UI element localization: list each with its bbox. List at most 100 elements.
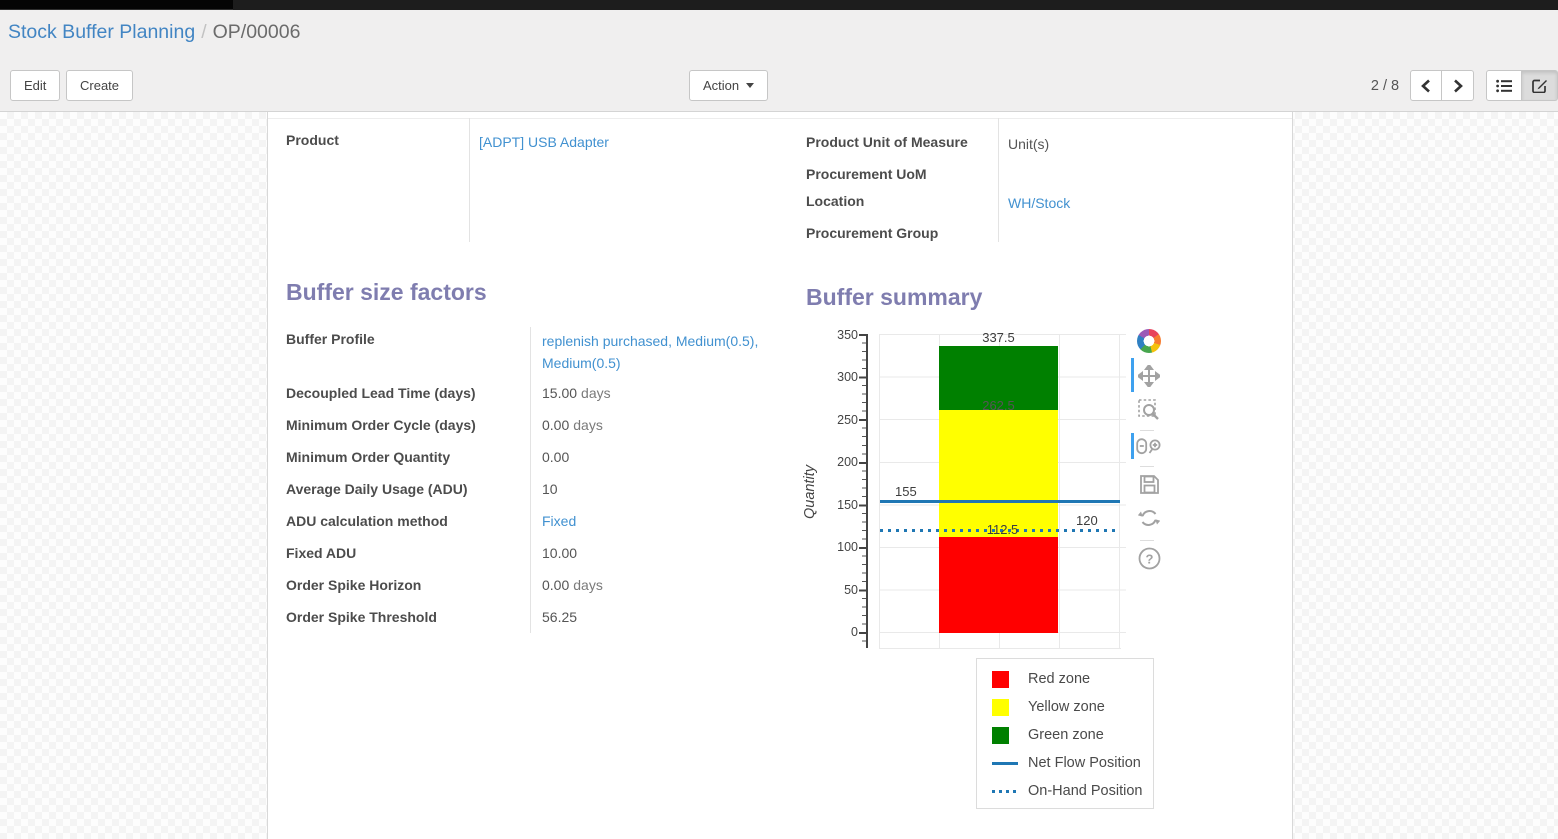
y-tick-label: 150 bbox=[826, 498, 858, 512]
yellow-swatch bbox=[992, 699, 1009, 716]
order-spike-horizon-value: 0.00 bbox=[542, 577, 569, 593]
reset-axes-icon[interactable] bbox=[1136, 506, 1162, 530]
pager-buttons bbox=[1410, 70, 1474, 101]
zoom-in-out-icon[interactable] bbox=[1136, 436, 1162, 460]
yellow-top-value-label: 262.5 bbox=[939, 398, 1058, 413]
breadcrumb-current: OP/00006 bbox=[213, 21, 301, 43]
caret-down-icon bbox=[746, 83, 754, 88]
red-swatch bbox=[992, 671, 1009, 688]
legend-label: Red zone bbox=[1028, 671, 1090, 687]
yellow-zone-bar[interactable] bbox=[939, 410, 1058, 537]
table-row: Order Spike Horizon 0.00days bbox=[286, 577, 788, 593]
legend-label: On-Hand Position bbox=[1028, 783, 1142, 799]
modebar-separator bbox=[1140, 466, 1154, 467]
y-tick-label: 300 bbox=[826, 370, 858, 384]
y-tick-label: 0 bbox=[826, 625, 858, 639]
view-switcher bbox=[1486, 70, 1558, 101]
plotly-logo-icon[interactable] bbox=[1137, 329, 1161, 353]
app-window: Stock Buffer Planning/OP/00006 Edit Crea… bbox=[0, 0, 1558, 839]
breadcrumb: Stock Buffer Planning/OP/00006 bbox=[8, 21, 300, 44]
buffer-size-factors-title: Buffer size factors bbox=[286, 279, 487, 306]
buffer-profile-link[interactable]: replenish purchased, Medium(0.5), Medium… bbox=[542, 331, 788, 374]
top-navbar bbox=[0, 0, 1558, 10]
legend-label: Net Flow Position bbox=[1028, 755, 1141, 771]
legend-item-net-flow[interactable]: Net Flow Position bbox=[977, 749, 1153, 777]
product-link[interactable]: [ADPT] USB Adapter bbox=[479, 134, 609, 150]
decoupled-lead-time-value: 15.00 bbox=[542, 385, 577, 401]
legend-label: Yellow zone bbox=[1028, 699, 1105, 715]
net-flow-value-label: 155 bbox=[895, 484, 917, 499]
days-unit: days bbox=[569, 577, 603, 593]
red-top-value-label: 112.5 bbox=[943, 522, 1062, 537]
days-unit: days bbox=[569, 417, 603, 433]
edit-button[interactable]: Edit bbox=[10, 70, 60, 101]
box-zoom-icon[interactable] bbox=[1136, 398, 1162, 422]
adu-label: Average Daily Usage (ADU) bbox=[286, 481, 530, 497]
form-sheet: Product [ADPT] USB Adapter Product Unit … bbox=[267, 112, 1293, 839]
pan-icon[interactable] bbox=[1136, 364, 1162, 388]
red-zone-bar[interactable] bbox=[939, 537, 1058, 633]
list-view-button[interactable] bbox=[1486, 70, 1522, 101]
y-tick-label: 250 bbox=[826, 413, 858, 427]
min-order-cycle-value: 0.00 bbox=[542, 417, 569, 433]
legend-item-on-hand[interactable]: On-Hand Position bbox=[977, 777, 1153, 805]
legend-item-green-zone[interactable]: Green zone bbox=[977, 721, 1153, 749]
sheet-top-divider bbox=[268, 118, 1292, 119]
fixed-adu-value: 10.00 bbox=[542, 545, 577, 561]
chevron-left-icon bbox=[1420, 79, 1432, 93]
action-dropdown-button[interactable]: Action bbox=[689, 70, 768, 101]
decoupled-lead-time-label: Decoupled Lead Time (days) bbox=[286, 385, 530, 401]
product-uom-value: Unit(s) bbox=[1008, 136, 1049, 152]
table-row: Minimum Order Quantity 0.00 bbox=[286, 449, 788, 465]
y-tick-label: 100 bbox=[826, 540, 858, 554]
pager-previous-button[interactable] bbox=[1410, 70, 1442, 101]
modebar-active-indicator bbox=[1131, 358, 1134, 392]
on-hand-value-label: 120 bbox=[1076, 513, 1098, 528]
form-view-button[interactable] bbox=[1522, 70, 1558, 101]
product-uom-label: Product Unit of Measure bbox=[806, 134, 968, 150]
breadcrumb-parent-link[interactable]: Stock Buffer Planning bbox=[8, 21, 195, 43]
modebar-separator bbox=[1140, 540, 1154, 541]
top-navbar-tab bbox=[0, 0, 233, 10]
legend-item-red-zone[interactable]: Red zone bbox=[977, 665, 1153, 693]
svg-text:?: ? bbox=[1145, 551, 1153, 566]
modebar-active-indicator bbox=[1131, 433, 1134, 459]
y-axis-major-ticks bbox=[859, 334, 866, 635]
procurement-group-label: Procurement Group bbox=[806, 225, 938, 241]
table-row: Buffer Profile replenish purchased, Medi… bbox=[286, 331, 788, 374]
location-link[interactable]: WH/Stock bbox=[1008, 195, 1070, 211]
table-row: Fixed ADU 10.00 bbox=[286, 545, 788, 561]
table-row: Minimum Order Cycle (days) 0.00days bbox=[286, 417, 788, 433]
legend-item-yellow-zone[interactable]: Yellow zone bbox=[977, 693, 1153, 721]
y-tick-label: 350 bbox=[826, 328, 858, 342]
table-row: ADU calculation method Fixed bbox=[286, 513, 788, 529]
list-icon bbox=[1496, 79, 1512, 93]
min-order-qty-label: Minimum Order Quantity bbox=[286, 449, 530, 465]
chevron-right-icon bbox=[1452, 79, 1464, 93]
green-top-value-label: 337.5 bbox=[939, 330, 1058, 345]
help-icon[interactable]: ? bbox=[1136, 546, 1162, 570]
table-row: Average Daily Usage (ADU) 10 bbox=[286, 481, 788, 497]
pager-count: 2 / 8 bbox=[1368, 78, 1402, 94]
order-spike-threshold-value: 56.25 bbox=[542, 609, 577, 625]
pencil-square-icon bbox=[1532, 78, 1548, 93]
left-table-separator bbox=[469, 118, 470, 242]
min-order-qty-value: 0.00 bbox=[542, 449, 569, 465]
procurement-uom-label: Procurement UoM bbox=[806, 166, 927, 182]
adu-method-link[interactable]: Fixed bbox=[542, 513, 576, 529]
adu-method-label: ADU calculation method bbox=[286, 513, 530, 529]
save-image-icon[interactable] bbox=[1136, 472, 1162, 496]
buffer-summary-title: Buffer summary bbox=[806, 284, 982, 311]
legend-label: Green zone bbox=[1028, 727, 1104, 743]
plot-bottom-gridline bbox=[879, 648, 1121, 649]
right-table-separator bbox=[998, 118, 999, 242]
solid-line-swatch bbox=[992, 762, 1018, 765]
table-row: Order Spike Threshold 56.25 bbox=[286, 609, 788, 625]
modebar-separator bbox=[1140, 430, 1154, 431]
product-label: Product bbox=[286, 132, 339, 148]
pager-next-button[interactable] bbox=[1442, 70, 1474, 101]
breadcrumb-separator: / bbox=[195, 21, 212, 43]
y-tick-label: 50 bbox=[826, 583, 858, 597]
create-button[interactable]: Create bbox=[66, 70, 133, 101]
net-flow-position-line[interactable] bbox=[880, 500, 1120, 503]
